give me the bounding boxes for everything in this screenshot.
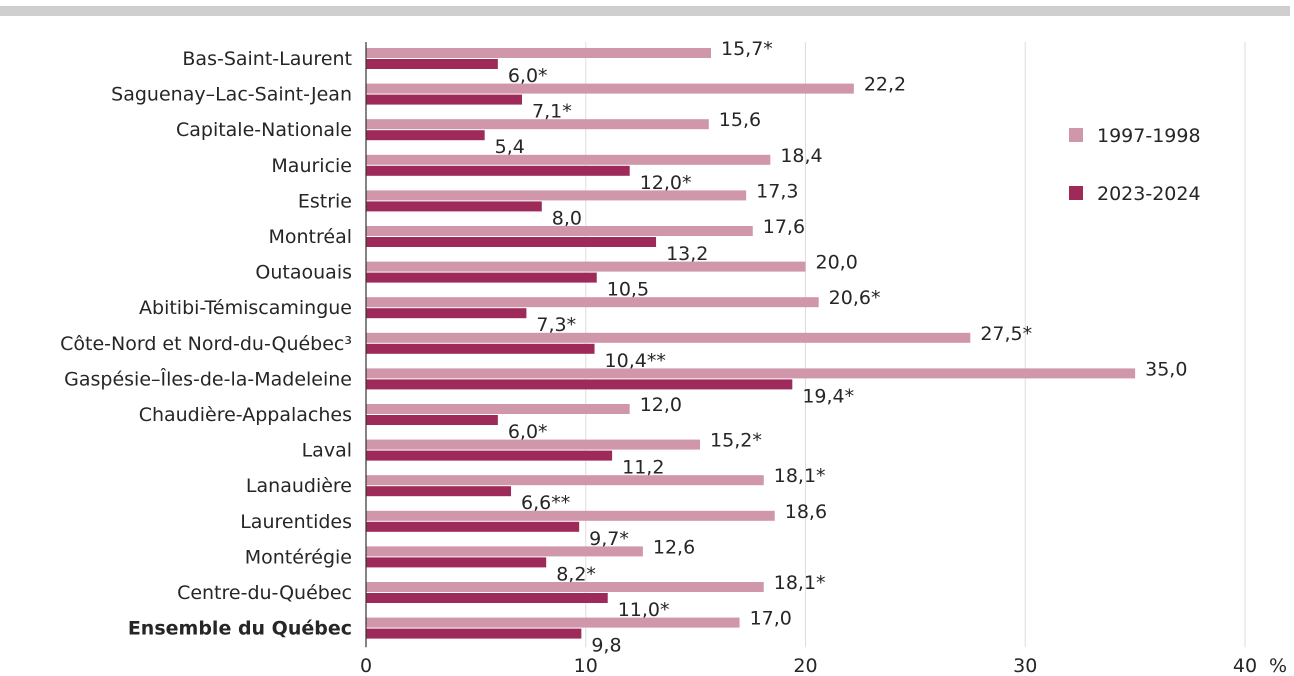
data-label-1997-1998: 18,6 <box>785 501 827 523</box>
x-tick-label: 0 <box>360 655 372 676</box>
category-label: Montréal <box>268 226 352 248</box>
bar-1997-1998 <box>366 154 771 165</box>
data-label-2023-2024: 11,0* <box>618 599 670 621</box>
bar-2023-2024 <box>366 237 657 247</box>
bar-2023-2024 <box>366 343 595 354</box>
bar-2023-2024 <box>366 379 793 390</box>
data-label-2023-2024: 6,0* <box>508 65 548 87</box>
legend-swatch <box>1069 128 1083 142</box>
legend-label: 2023-2024 <box>1097 183 1201 205</box>
bar-2023-2024 <box>366 94 523 105</box>
x-unit-label: % <box>1269 655 1287 676</box>
category-label: Laval <box>302 440 352 462</box>
bar-1997-1998 <box>366 546 643 557</box>
data-label-2023-2024: 10,5 <box>607 279 649 301</box>
bar-1997-1998 <box>366 83 854 94</box>
bar-1997-1998 <box>366 297 819 308</box>
data-label-1997-1998: 20,6* <box>829 287 881 309</box>
bar-2023-2024 <box>366 521 580 532</box>
bar-1997-1998 <box>366 48 712 58</box>
category-label: Gaspésie–Îles-de-la-Madeleine <box>64 367 352 390</box>
bar-1997-1998 <box>366 404 630 414</box>
bar-1997-1998 <box>366 510 775 521</box>
category-label: Bas-Saint-Laurent <box>182 48 352 70</box>
category-label: Chaudière-Appalaches <box>139 404 352 426</box>
data-label-1997-1998: 18,1* <box>774 572 826 594</box>
data-label-1997-1998: 15,2* <box>710 430 762 452</box>
data-label-1997-1998: 18,1* <box>774 465 826 487</box>
data-label-2023-2024: 19,4* <box>802 385 854 407</box>
category-label: Capitale-Nationale <box>176 119 352 141</box>
category-label: Abitibi-Témiscamingue <box>139 297 352 319</box>
bar-2023-2024 <box>366 308 527 319</box>
bar-2023-2024 <box>366 593 608 603</box>
bar-1997-1998 <box>366 190 747 201</box>
bar-2023-2024 <box>366 486 512 497</box>
x-tick-label: 20 <box>793 655 817 676</box>
category-label: Lanaudière <box>246 475 352 497</box>
data-label-2023-2024: 8,0 <box>552 207 582 229</box>
data-label-2023-2024: 11,2 <box>622 457 664 479</box>
data-label-1997-1998: 15,6 <box>719 109 761 131</box>
category-label: Ensemble du Québec <box>128 618 352 640</box>
bar-1997-1998 <box>366 226 753 236</box>
data-label-2023-2024: 13,2 <box>666 243 708 265</box>
x-tick-label: 30 <box>1013 655 1037 676</box>
bar-2023-2024 <box>366 130 485 141</box>
category-label: Saguenay–Lac-Saint-Jean <box>111 84 352 106</box>
data-label-2023-2024: 8,2* <box>556 563 596 585</box>
data-label-1997-1998: 20,0 <box>816 252 858 274</box>
data-label-1997-1998: 18,4 <box>780 145 822 167</box>
bar-1997-1998 <box>366 119 709 130</box>
data-label-1997-1998: 15,7* <box>721 38 773 60</box>
bar-1997-1998 <box>366 332 971 343</box>
bar-2023-2024 <box>366 272 597 283</box>
bar-2023-2024 <box>366 415 498 425</box>
data-label-2023-2024: 10,4** <box>605 350 666 372</box>
x-tick-label: 10 <box>574 655 598 676</box>
category-label: Montérégie <box>245 546 352 568</box>
data-label-1997-1998: 17,0 <box>750 608 792 630</box>
data-label-1997-1998: 12,0 <box>640 394 682 416</box>
data-label-2023-2024: 6,0* <box>508 421 548 443</box>
data-label-2023-2024: 7,3* <box>536 314 576 336</box>
data-label-2023-2024: 9,7* <box>589 528 629 550</box>
category-label: Laurentides <box>240 511 352 533</box>
data-label-1997-1998: 17,6 <box>763 216 805 238</box>
bar-2023-2024 <box>366 628 582 639</box>
bar-1997-1998 <box>366 475 764 486</box>
bar-1997-1998 <box>366 439 701 450</box>
legend-swatch <box>1069 186 1083 200</box>
category-label: Côte-Nord et Nord-du-Québec³ <box>60 333 352 355</box>
bar-2023-2024 <box>366 557 547 568</box>
data-label-2023-2024: 12,0* <box>640 172 692 194</box>
data-label-1997-1998: 27,5* <box>980 323 1032 345</box>
bar-1997-1998 <box>366 617 740 628</box>
top-rule <box>0 6 1290 16</box>
category-label: Centre-du-Québec <box>177 582 352 604</box>
bar-1997-1998 <box>366 582 764 592</box>
data-label-2023-2024: 5,4 <box>495 136 525 158</box>
bar-2023-2024 <box>366 165 630 176</box>
legend-label: 1997-1998 <box>1097 125 1201 147</box>
bar-2023-2024 <box>366 59 498 69</box>
category-label: Mauricie <box>271 155 352 177</box>
data-label-2023-2024: 9,8 <box>591 635 621 657</box>
bar-1997-1998 <box>366 261 806 272</box>
data-label-1997-1998: 22,2 <box>864 74 906 96</box>
data-label-2023-2024: 6,6** <box>521 492 570 514</box>
bar-1997-1998 <box>366 368 1136 379</box>
data-label-1997-1998: 35,0 <box>1145 358 1187 380</box>
x-tick-label: 40 <box>1233 655 1257 676</box>
data-label-1997-1998: 17,3 <box>756 180 798 202</box>
bar-2023-2024 <box>366 201 542 212</box>
category-label: Estrie <box>298 190 352 212</box>
category-label: Outaouais <box>255 262 352 284</box>
data-label-2023-2024: 7,1* <box>532 101 572 123</box>
data-label-1997-1998: 12,6 <box>653 536 695 558</box>
bar-2023-2024 <box>366 450 613 461</box>
